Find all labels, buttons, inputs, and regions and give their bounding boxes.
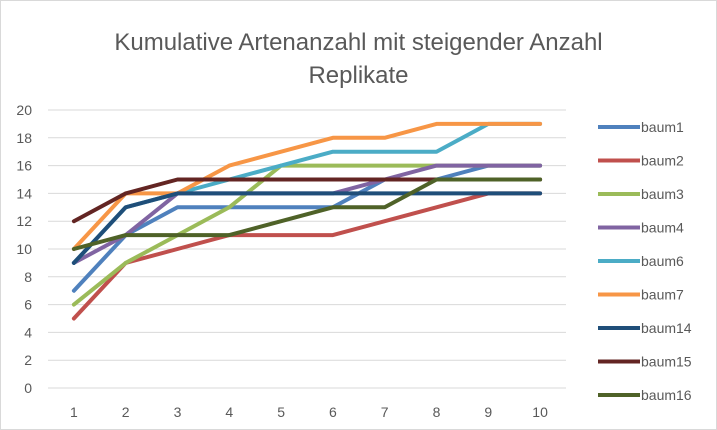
y-tick-label: 16 xyxy=(16,158,32,174)
x-axis-ticks: 1 2 3 4 5 6 7 8 9 10 xyxy=(70,404,548,420)
gridlines xyxy=(48,109,566,389)
chart-title-line-1: Kumulative Artenanzahl mit steigender An… xyxy=(114,29,603,56)
x-tick-label: 10 xyxy=(532,404,548,420)
y-tick-label: 20 xyxy=(16,102,32,118)
legend-label-baum1: baum1 xyxy=(641,119,684,135)
y-tick-label: 18 xyxy=(16,130,32,146)
series-line-baum14 xyxy=(71,191,543,265)
y-tick-label: 8 xyxy=(24,269,32,285)
x-tick-label: 4 xyxy=(225,404,233,420)
y-tick-label: 10 xyxy=(16,241,32,257)
legend-label-baum15: baum15 xyxy=(641,354,692,370)
legend: baum1 baum2 baum3 baum4 baum6 baum7 baum14 baum… xyxy=(598,119,692,403)
x-tick-label: 6 xyxy=(329,404,337,420)
y-tick-label: 2 xyxy=(24,352,32,368)
legend-label-baum3: baum3 xyxy=(641,186,684,202)
x-tick-label: 1 xyxy=(70,404,78,420)
y-tick-label: 14 xyxy=(16,185,32,201)
y-tick-label: 0 xyxy=(24,380,32,396)
chart-title-line-2: Replikate xyxy=(308,62,409,89)
series-line-baum1 xyxy=(71,163,543,293)
legend-label-baum14: baum14 xyxy=(641,320,692,336)
y-tick-label: 4 xyxy=(24,324,32,340)
x-tick-label: 2 xyxy=(122,404,130,420)
x-tick-label: 8 xyxy=(433,404,441,420)
y-tick-label: 6 xyxy=(24,297,32,313)
x-tick-label: 3 xyxy=(174,404,182,420)
legend-label-baum16: baum16 xyxy=(641,387,692,403)
legend-label-baum2: baum2 xyxy=(641,153,684,169)
series-line-baum7 xyxy=(71,121,543,251)
series-line-baum2 xyxy=(71,191,543,321)
x-tick-label: 9 xyxy=(484,404,492,420)
x-tick-label: 5 xyxy=(277,404,285,420)
plot-series xyxy=(71,121,543,321)
legend-label-baum4: baum4 xyxy=(641,220,684,236)
x-tick-label: 7 xyxy=(381,404,389,420)
series-line-baum16 xyxy=(71,177,543,251)
legend-label-baum6: baum6 xyxy=(641,253,684,269)
y-tick-label: 12 xyxy=(16,213,32,229)
legend-label-baum7: baum7 xyxy=(641,287,684,303)
y-axis-ticks: 0 2 4 6 8 10 12 14 16 18 20 xyxy=(16,102,32,396)
